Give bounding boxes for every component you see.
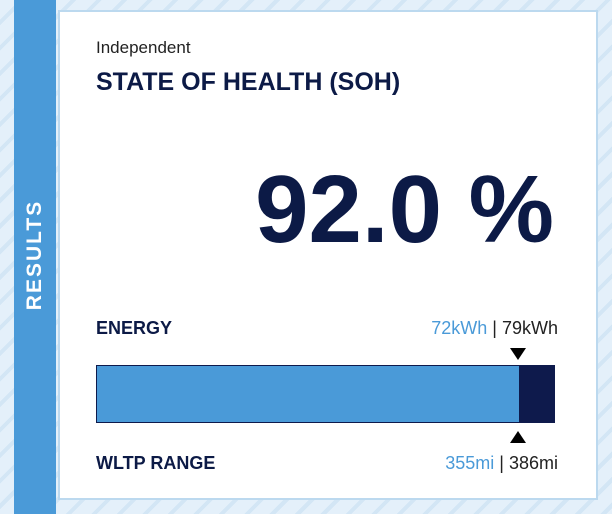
energy-values: 72kWh | 79kWh: [431, 318, 558, 339]
range-label: WLTP RANGE: [96, 453, 216, 473]
range-total: 386mi: [508, 453, 558, 473]
soh-bar: [96, 365, 555, 423]
energy-total: 79kWh: [501, 318, 558, 338]
soh-value: 92.0 %: [255, 156, 554, 263]
energy-label: ENERGY: [96, 318, 173, 338]
range-values: 355mi | 386mi: [445, 453, 558, 474]
marker-up: [510, 431, 527, 443]
side-label: RESULTS: [23, 199, 46, 311]
subtitle: Independent: [96, 38, 191, 57]
range-current: 355mi: [445, 453, 495, 473]
soh-fill: [97, 366, 520, 422]
energy-current: 72kWh: [431, 318, 488, 338]
title: STATE OF HEALTH (SOH): [96, 68, 401, 96]
result-card: Independent STATE OF HEALTH (SOH) 92.0 %…: [58, 10, 598, 500]
side-strip: RESULTS: [14, 0, 56, 514]
marker-down: [510, 348, 527, 360]
separator: |: [499, 453, 504, 473]
separator: |: [492, 318, 497, 338]
